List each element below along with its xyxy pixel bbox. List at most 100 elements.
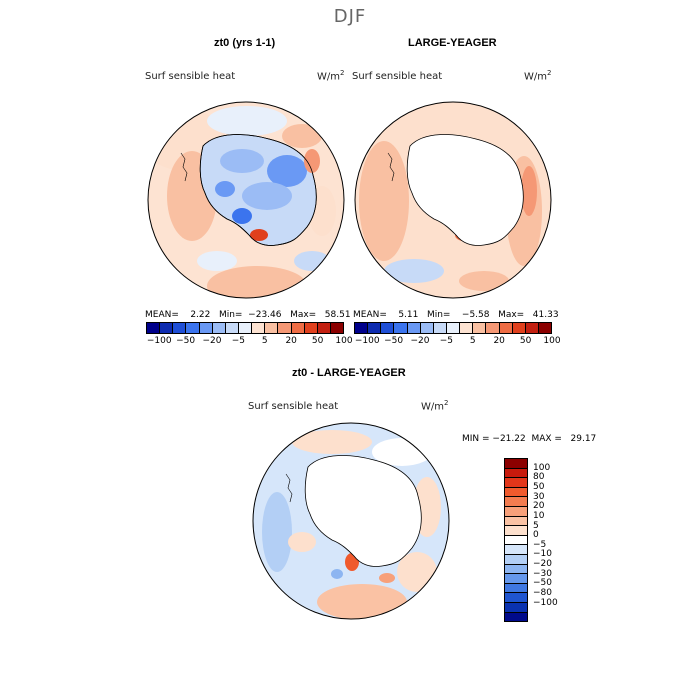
- panel1-colorbar-swatch: [160, 323, 174, 333]
- panel3-colorbar-swatch: [505, 468, 527, 479]
- panel1-map: [147, 101, 345, 299]
- panel1-colorbar-swatch: [199, 323, 213, 333]
- panel1-colorbar-swatch: [291, 323, 305, 333]
- panel3-colorbar-swatch: [505, 612, 527, 622]
- panel3-colorbar-tick-label: 30: [533, 491, 545, 502]
- panel2-variable-label: Surf sensible heat: [352, 71, 443, 82]
- panel3-colorbar-swatch: [505, 564, 527, 575]
- panel1-colorbar-swatch: [304, 323, 318, 333]
- panel1-units: W/m2: [317, 69, 345, 83]
- panel2-colorbar-swatch: [525, 323, 539, 333]
- panel1-colorbar-tick-label: 100: [335, 336, 353, 346]
- panel2-colorbar-tick-label: −20: [410, 336, 430, 346]
- panel2-colorbar-swatch: [460, 323, 474, 333]
- panel2-colorbar: [354, 322, 552, 334]
- panel1-colorbar-swatch: [186, 323, 200, 333]
- panel3-colorbar-swatch: [505, 574, 527, 584]
- panel2-colorbar-swatch: [433, 323, 447, 333]
- panel2-map: [354, 101, 552, 299]
- panel2-colorbar-swatch: [407, 323, 421, 333]
- panel1-colorbar-swatch: [278, 323, 292, 333]
- panel3-stats: MIN = −21.22 MAX = 29.17: [462, 434, 597, 444]
- panel3-colorbar-tick-label: 50: [533, 481, 545, 492]
- panel3-variable-label: Surf sensible heat: [248, 401, 339, 412]
- panel3-title: zt0 - LARGE-YEAGER: [292, 367, 406, 379]
- panel3-colorbar-ticks: 100 80 50 30 20 10 5 0 −5 −10 −20 −30 −50 −80 −100: [533, 458, 563, 620]
- panel1-colorbar-tick-label: −5: [231, 336, 246, 346]
- season-title: DJF: [333, 6, 367, 27]
- panel1-colorbar-tick-label: 50: [311, 336, 324, 346]
- panel3-colorbar-swatch: [505, 478, 527, 488]
- panel3-colorbar-swatch: [505, 602, 527, 613]
- panel1-title: zt0 (yrs 1-1): [214, 37, 276, 49]
- panel3-colorbar-tick-label: 100: [533, 462, 551, 473]
- panel3-colorbar-swatch: [505, 506, 527, 517]
- panel3-colorbar-tick-label: −100: [533, 597, 558, 608]
- panel3-colorbar: [504, 458, 528, 622]
- panel3-colorbar-tick-label: 80: [533, 472, 545, 483]
- panel3-colorbar-swatch: [505, 593, 527, 603]
- panel2-colorbar-tick-label: 50: [519, 336, 532, 346]
- panel1-colorbar-tick-label: 20: [285, 336, 297, 346]
- panel3-colorbar-swatch: [505, 526, 527, 536]
- panel2-colorbar-swatch: [538, 323, 552, 333]
- panel2-colorbar-swatch: [394, 323, 408, 333]
- panel3-colorbar-tick-label: −5: [533, 539, 547, 550]
- panel1-variable-label: Surf sensible heat: [145, 71, 236, 82]
- panel1-colorbar-swatch: [238, 323, 253, 333]
- panel1-colorbar-swatch: [317, 323, 331, 333]
- panel2-units: W/m2: [524, 69, 552, 83]
- panel3-colorbar-swatch: [505, 516, 527, 527]
- panel2-colorbar-tick-label: −50: [384, 336, 404, 346]
- panel1-stats: MEAN= 2.22 Min= −23.46 Max= 58.51: [145, 310, 351, 320]
- panel2-colorbar-swatch: [499, 323, 513, 333]
- panel2-title: LARGE-YEAGER: [408, 37, 497, 49]
- panel2-colorbar-swatch: [355, 323, 369, 333]
- panel3-map: [252, 422, 450, 620]
- panel3-colorbar-swatch: [505, 554, 527, 565]
- panel3-colorbar-tick-label: 20: [533, 501, 545, 512]
- panel2-colorbar-swatch: [381, 323, 395, 333]
- panel1-colorbar-tick-label: 5: [261, 336, 268, 346]
- panel2-colorbar-tick-label: −100: [354, 336, 380, 346]
- panel3-colorbar-tick-label: −10: [533, 549, 552, 560]
- panel3-colorbar-swatch: [505, 497, 527, 507]
- panel2-colorbar-tick-label: 100: [543, 336, 561, 346]
- panel3-colorbar-swatch: [505, 459, 527, 469]
- panel1-colorbar-tick-label: −100: [146, 336, 172, 346]
- panel2-colorbar-swatch: [446, 323, 461, 333]
- panel3-colorbar-tick-label: 5: [533, 520, 539, 531]
- panel3-colorbar-swatch: [505, 535, 527, 546]
- panel3-colorbar-tick-label: −20: [533, 559, 552, 570]
- panel1-colorbar-ticks: −100 −50 −20 −5 5 20 50 100: [146, 336, 353, 348]
- panel3-units: W/m2: [421, 399, 449, 413]
- panel2-colorbar-ticks: −100 −50 −20 −5 5 20 50 100: [354, 336, 561, 348]
- panel1-colorbar-swatch: [225, 323, 239, 333]
- panel2-colorbar-tick-label: 20: [493, 336, 505, 346]
- panel1-colorbar-swatch: [147, 323, 161, 333]
- panel1-colorbar-tick-label: −20: [202, 336, 222, 346]
- panel1-colorbar-swatch: [173, 323, 187, 333]
- panel2-colorbar-tick-label: 5: [469, 336, 476, 346]
- panel2-colorbar-swatch: [512, 323, 526, 333]
- panel2-colorbar-swatch: [420, 323, 434, 333]
- panel2-colorbar-swatch: [486, 323, 500, 333]
- panel3-colorbar-tick-label: −80: [533, 588, 552, 599]
- panel1-colorbar-swatch: [252, 323, 266, 333]
- panel2-stats: MEAN= 5.11 Min= −5.58 Max= 41.33: [353, 310, 559, 320]
- panel3-colorbar-tick-label: 10: [533, 510, 545, 521]
- panel3-colorbar-tick-label: 0: [533, 530, 539, 541]
- panel2-colorbar-tick-label: −5: [439, 336, 454, 346]
- panel3-colorbar-tick-label: −50: [533, 578, 552, 589]
- panel3-colorbar-swatch: [505, 545, 527, 555]
- panel1-colorbar-swatch: [330, 323, 344, 333]
- panel1-colorbar-swatch: [265, 323, 279, 333]
- panel2-colorbar-swatch: [473, 323, 487, 333]
- panel1-colorbar-swatch: [212, 323, 226, 333]
- panel1-colorbar-tick-label: −50: [176, 336, 196, 346]
- panel2-colorbar-swatch: [368, 323, 382, 333]
- panel3-colorbar-swatch: [505, 583, 527, 594]
- panel3-colorbar-swatch: [505, 487, 527, 498]
- panel3-colorbar-tick-label: −30: [533, 568, 552, 579]
- panel1-colorbar: [146, 322, 344, 334]
